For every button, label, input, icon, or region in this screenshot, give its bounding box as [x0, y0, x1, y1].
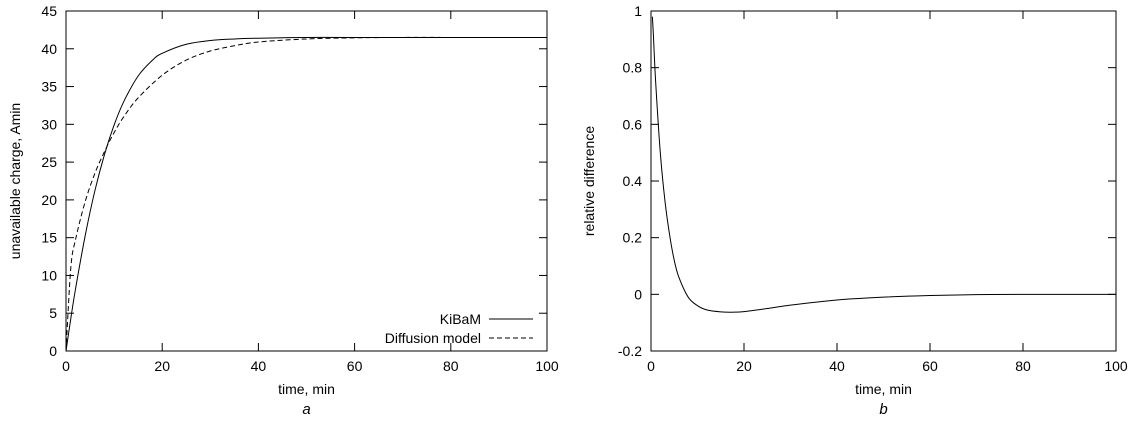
y-tick-label: 15: [41, 230, 57, 246]
y-tick-label: 45: [41, 3, 57, 19]
panel-label: b: [879, 401, 887, 418]
series-line-diffusion-model: [66, 36, 547, 351]
y-tick-label: 30: [41, 116, 57, 132]
y-tick-label: 0.2: [623, 230, 643, 246]
series-line-kibam: [66, 36, 547, 351]
chart-panel-a: 0 20 40 60 80 100 0 5 10 15 20 25 30 35 40 45 time, min u…: [7, 3, 559, 418]
legend-label: KiBaM: [440, 311, 481, 327]
panel-label: a: [302, 401, 310, 418]
y-axis-label: relative difference: [581, 126, 597, 236]
x-tick-label: 20: [736, 358, 752, 374]
y-tick-label: 20: [41, 192, 57, 208]
y-axis-label: unavailable charge, Amin: [7, 103, 23, 259]
x-tick-label: 40: [829, 358, 845, 374]
chart-panel-b: 0 20 40 60 80 100 -0.2 0 0.2 0.4 0.6 0.8 1 time, min r…: [581, 3, 1128, 418]
x-tick-label: 0: [647, 358, 655, 374]
series-line-relative-difference: [651, 16, 1116, 313]
x-tick-label: 100: [535, 358, 559, 374]
x-tick-label: 80: [1015, 358, 1031, 374]
y-tick-label: 25: [41, 154, 57, 170]
y-tick-label: 10: [41, 267, 57, 283]
y-tick-label: 5: [49, 305, 57, 321]
y-tick-label: 0: [634, 286, 642, 302]
y-tick-label: 40: [41, 41, 57, 57]
y-tick-label: 1: [634, 3, 642, 19]
x-axis-label: time, min: [855, 381, 912, 397]
y-tick-label: -0.2: [618, 343, 642, 359]
y-tick-label: 35: [41, 79, 57, 95]
x-axis-label: time, min: [278, 381, 335, 397]
plot-frame: [65, 10, 548, 352]
x-tick-label: 40: [251, 358, 267, 374]
y-tick-label: 0.4: [623, 173, 643, 189]
x-tick-label: 20: [154, 358, 170, 374]
legend: KiBaM Diffusion model: [385, 311, 533, 346]
y-tick-label: 0.8: [623, 60, 643, 76]
y-tick-label: 0: [49, 343, 57, 359]
x-tick-label: 80: [443, 358, 459, 374]
x-tick-label: 60: [347, 358, 363, 374]
y-tick-label: 0.6: [623, 116, 643, 132]
x-tick-label: 100: [1104, 358, 1128, 374]
legend-label: Diffusion model: [385, 330, 481, 346]
x-tick-label: 60: [922, 358, 938, 374]
x-tick-label: 0: [62, 358, 70, 374]
plot-frame: [650, 10, 1117, 352]
